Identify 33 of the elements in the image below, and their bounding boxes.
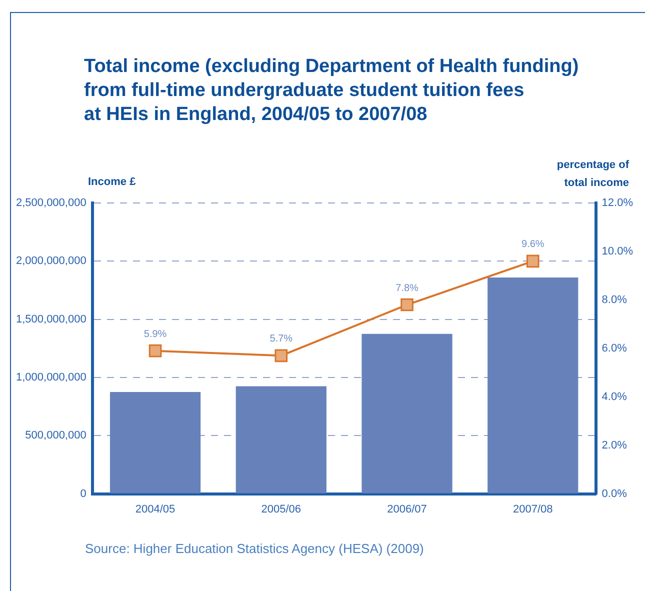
y2-tick-label: 12.0% bbox=[602, 197, 634, 210]
y2-tick-label: 2.0% bbox=[602, 439, 628, 452]
x-tick-label: 2007/08 bbox=[512, 503, 553, 516]
x-tick-label: 2005/06 bbox=[261, 503, 302, 516]
y-tick-label: 1,000,000,000 bbox=[16, 372, 86, 384]
y-tick-label: 1,500,000,000 bbox=[16, 313, 86, 326]
data-label: 5.9% bbox=[144, 328, 167, 340]
y2-tick-label: 0.0% bbox=[602, 488, 628, 500]
point bbox=[400, 298, 414, 312]
bar bbox=[362, 334, 452, 494]
x-tick-label: 2006/07 bbox=[387, 503, 427, 516]
bar bbox=[110, 392, 201, 494]
bar bbox=[488, 277, 578, 494]
data-label: 7.8% bbox=[396, 282, 419, 294]
chart-title: Total income (excluding Department of Health funding) from full-time undergraduate student tuition fees at HEIs in England, 2004/05 to 2007/08 bbox=[84, 55, 579, 127]
point bbox=[526, 254, 540, 268]
point bbox=[274, 349, 288, 362]
y2-tick-label: 4.0% bbox=[602, 390, 628, 403]
y-tick-label: 0 bbox=[80, 488, 86, 500]
y-tick-label: 2,000,000,000 bbox=[16, 255, 86, 268]
x-tick-label: 2004/05 bbox=[135, 503, 176, 516]
data-label: 5.7% bbox=[270, 334, 293, 345]
y2-tick-label: 6.0% bbox=[602, 342, 628, 354]
y-tick-label: 2,500,000,000 bbox=[16, 197, 86, 210]
source-note: Source: Higher Education Statistics Agency (HESA) (2009) bbox=[85, 541, 424, 556]
y2-axis-title: percentage of total income bbox=[556, 158, 629, 191]
bar bbox=[236, 386, 326, 494]
y2-tick-label: 10.0% bbox=[602, 246, 634, 258]
y-axis-title: Income £ bbox=[88, 176, 136, 188]
data-label: 9.6% bbox=[521, 239, 544, 250]
y2-tick-label: 8.0% bbox=[602, 294, 628, 306]
point bbox=[148, 344, 162, 358]
y-tick-label: 500,000,000 bbox=[25, 430, 86, 442]
